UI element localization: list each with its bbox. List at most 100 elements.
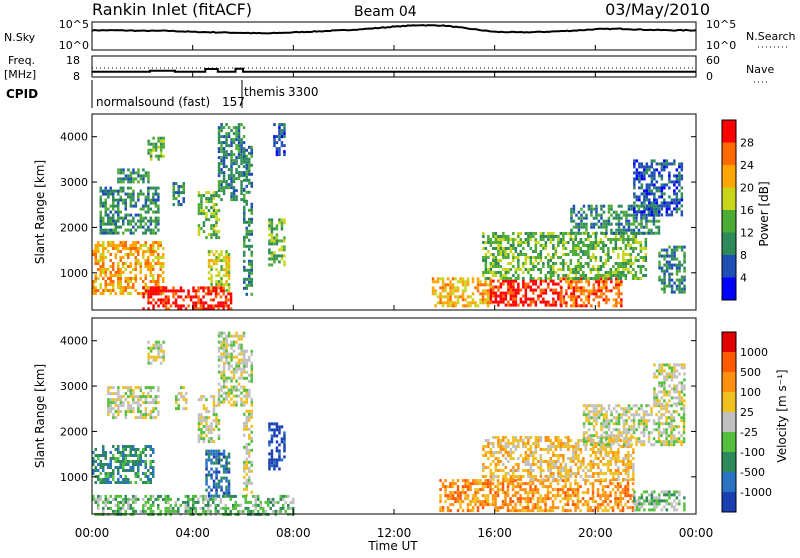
velocity-cell xyxy=(225,477,228,480)
velocity-cell xyxy=(223,401,226,404)
velocity-cell xyxy=(235,401,238,404)
power-cell xyxy=(162,256,165,259)
power-cell xyxy=(157,199,160,202)
velocity-cell xyxy=(230,377,233,380)
power-cell xyxy=(585,280,588,283)
power-cell xyxy=(142,208,145,211)
velocity-cell xyxy=(147,362,150,365)
power-cell xyxy=(122,199,125,202)
power-cell xyxy=(520,298,523,301)
velocity-cell xyxy=(155,416,158,419)
power-cell xyxy=(535,247,538,250)
velocity-cell xyxy=(557,472,560,475)
velocity-cell xyxy=(218,371,221,374)
power-cell xyxy=(633,186,636,189)
power-cell xyxy=(560,232,563,235)
power-cell xyxy=(671,264,674,267)
power-cell xyxy=(437,295,440,298)
velocity-cell xyxy=(542,500,545,503)
velocity-cell xyxy=(248,374,251,377)
power-cell xyxy=(110,223,113,226)
colorbar-tick-label: 28 xyxy=(740,137,754,150)
power-cell xyxy=(497,295,500,298)
ytick-label: 1000 xyxy=(60,267,88,280)
velocity-cell xyxy=(492,436,495,439)
power-cell xyxy=(625,265,628,268)
velocity-cell xyxy=(230,335,233,338)
power-cell xyxy=(565,301,568,304)
power-cell xyxy=(439,277,442,280)
power-cell xyxy=(140,190,143,193)
power-cell xyxy=(215,215,218,218)
power-cell xyxy=(512,292,515,295)
power-cell xyxy=(661,279,664,282)
power-cell xyxy=(102,289,105,292)
power-cell xyxy=(220,283,223,286)
power-cell xyxy=(167,295,170,298)
velocity-cell xyxy=(218,456,221,459)
velocity-cell xyxy=(117,460,120,463)
velocity-cell xyxy=(160,344,163,347)
velocity-cell xyxy=(185,501,188,504)
velocity-cell xyxy=(135,501,138,504)
power-cell xyxy=(150,250,153,253)
power-cell xyxy=(522,253,525,256)
velocity-cell xyxy=(276,464,279,467)
velocity-cell xyxy=(248,392,251,395)
power-cell xyxy=(157,211,160,214)
noise-sky-series xyxy=(92,25,696,33)
velocity-cell xyxy=(607,509,610,512)
velocity-cell xyxy=(127,407,130,410)
power-cell xyxy=(623,226,626,229)
power-cell xyxy=(137,199,140,202)
velocity-cell xyxy=(484,497,487,500)
power-cell xyxy=(630,247,633,250)
velocity-cell xyxy=(167,498,170,501)
velocity-cell xyxy=(147,469,150,472)
power-cell xyxy=(155,143,158,146)
velocity-cell xyxy=(220,374,223,377)
power-cell xyxy=(137,262,140,265)
power-cell xyxy=(142,280,145,283)
power-cell xyxy=(276,242,279,245)
power-cell xyxy=(627,235,630,238)
power-cell xyxy=(228,174,231,177)
power-cell xyxy=(127,223,130,226)
power-cell xyxy=(681,288,684,291)
velocity-cell xyxy=(233,344,236,347)
power-cell xyxy=(115,226,118,229)
velocity-cell xyxy=(218,471,221,474)
power-cell xyxy=(442,283,445,286)
velocity-cell xyxy=(547,469,550,472)
power-cell xyxy=(147,211,150,214)
velocity-cell xyxy=(572,445,575,448)
power-cell xyxy=(150,152,153,155)
velocity-cell xyxy=(577,439,580,442)
power-cell xyxy=(540,244,543,247)
power-cell xyxy=(495,241,498,244)
power-cell xyxy=(155,283,158,286)
velocity-cell xyxy=(557,469,560,472)
power-cell xyxy=(560,256,563,259)
power-cell xyxy=(671,198,674,201)
power-cell xyxy=(243,141,246,144)
velocity-cell xyxy=(127,401,130,404)
power-cell xyxy=(273,242,276,245)
velocity-cell xyxy=(577,500,580,503)
velocity-cell xyxy=(240,359,243,362)
velocity-cell xyxy=(132,469,135,472)
velocity-cell xyxy=(277,501,280,504)
velocity-cell xyxy=(557,454,560,457)
power-cell xyxy=(207,292,210,295)
power-cell xyxy=(246,236,249,239)
power-cell xyxy=(570,238,573,241)
power-cell xyxy=(218,195,221,198)
power-cell xyxy=(218,138,221,141)
velocity-cell xyxy=(602,503,605,506)
velocity-cell xyxy=(132,445,135,448)
velocity-cell xyxy=(187,501,190,504)
power-cell xyxy=(552,268,555,271)
velocity-cell xyxy=(594,479,597,482)
velocity-cell xyxy=(142,481,145,484)
velocity-cell xyxy=(125,463,128,466)
